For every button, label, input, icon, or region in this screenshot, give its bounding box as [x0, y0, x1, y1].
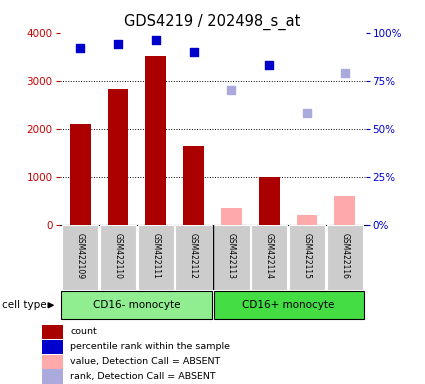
Bar: [334, 196, 355, 225]
Text: GSM422116: GSM422116: [340, 233, 349, 279]
Point: [341, 70, 348, 76]
Bar: [100, 225, 136, 290]
Point: [77, 45, 84, 51]
Text: value, Detection Call = ABSENT: value, Detection Call = ABSENT: [71, 357, 221, 366]
Text: CD16+ monocyte: CD16+ monocyte: [242, 300, 334, 310]
Text: cell type: cell type: [2, 300, 47, 310]
Text: GSM422111: GSM422111: [151, 233, 160, 279]
Text: GSM422113: GSM422113: [227, 233, 236, 279]
Point: [190, 49, 197, 55]
Bar: [251, 225, 287, 290]
Text: GSM422115: GSM422115: [303, 233, 312, 279]
Bar: [108, 89, 128, 225]
Text: GSM422112: GSM422112: [189, 233, 198, 279]
Text: percentile rank within the sample: percentile rank within the sample: [71, 342, 230, 351]
Bar: [138, 225, 174, 290]
Bar: [289, 225, 325, 290]
Point: [228, 87, 235, 93]
Text: rank, Detection Call = ABSENT: rank, Detection Call = ABSENT: [71, 372, 216, 381]
Bar: [176, 225, 212, 290]
Bar: [259, 177, 280, 225]
Bar: [42, 340, 63, 354]
Bar: [61, 291, 212, 319]
Bar: [214, 291, 364, 319]
Bar: [183, 146, 204, 225]
Point: [303, 110, 310, 116]
Text: GDS4219 / 202498_s_at: GDS4219 / 202498_s_at: [124, 13, 300, 30]
Bar: [70, 124, 91, 225]
Point: [115, 41, 122, 47]
Text: CD16- monocyte: CD16- monocyte: [93, 300, 180, 310]
Point: [153, 37, 159, 43]
Bar: [42, 325, 63, 339]
Bar: [297, 215, 317, 225]
Point: [266, 62, 272, 68]
Bar: [145, 56, 166, 225]
Text: count: count: [71, 328, 97, 336]
Bar: [42, 369, 63, 384]
Bar: [326, 225, 363, 290]
Text: GSM422110: GSM422110: [113, 233, 122, 279]
Bar: [62, 225, 99, 290]
Bar: [42, 354, 63, 369]
Bar: [221, 208, 242, 225]
Bar: [213, 225, 249, 290]
Text: GSM422114: GSM422114: [265, 233, 274, 279]
Text: GSM422109: GSM422109: [76, 233, 85, 279]
